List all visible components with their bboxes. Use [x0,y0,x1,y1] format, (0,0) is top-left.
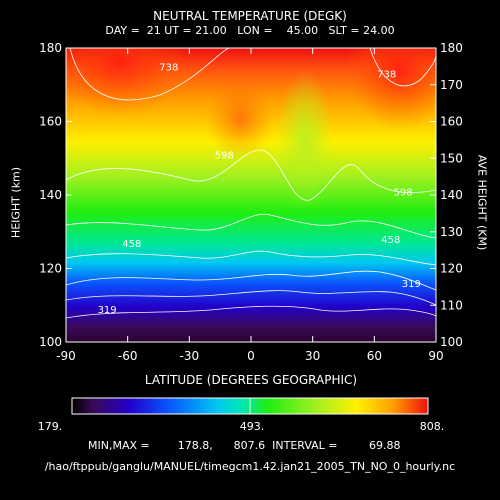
colorbar-mid-label: 493. [239,420,265,433]
x-tick-label: 30 [305,349,320,363]
y-tick-label: 180 [39,41,62,55]
contour-label: 598 [215,151,234,162]
y-right-tick-label: 180 [440,41,463,55]
chart-subtitle: DAY = 21 UT = 21.00 LON = 45.00 SLT = 24… [105,24,395,37]
y-axis-label: HEIGHT (km) [9,166,23,239]
y-right-tick-label: 130 [440,225,463,239]
y-axis-right-label: AVE HEIGHT (KM) [475,154,489,251]
axis-ticks [65,47,437,343]
contour-line [66,213,436,239]
x-axis-label: LATITUDE (DEGREES GEOGRAPHIC) [144,373,358,387]
contour-line [66,290,436,306]
y-tick-label: 160 [39,115,62,129]
contour-line [69,48,231,101]
contour-lines [66,48,436,319]
x-tick-label: 90 [428,349,443,363]
file-path-text: /hao/ftppub/ganglu/MANUEL/timegcm1.42.ja… [44,460,456,473]
y-tick-label: 120 [39,262,62,276]
x-tick-label: 0 [247,349,255,363]
heatmap-field [66,48,436,342]
x-tick-label: -90 [56,349,76,363]
y-tick-label: 100 [39,335,62,349]
min-max-interval-text: MIN,MAX = 178.8, 807.6 INTERVAL = 69.88 [88,439,401,452]
contour-line [66,305,436,319]
contour-label: 738 [377,70,396,81]
colorbar-min-label: 179. [37,420,63,433]
contour-line [66,250,436,266]
x-tick-label: -60 [118,349,138,363]
colorbar-max-label: 808. [419,420,445,433]
y-right-tick-label: 100 [440,335,463,349]
axis-tick-labels: -90 -60 -30 0 30 60 90100120140160180100110120… [39,41,463,363]
contour-label: 598 [394,187,413,198]
x-tick-label: -30 [180,349,200,363]
contour-label: 458 [122,239,141,250]
y-right-tick-label: 110 [440,298,463,312]
y-right-tick-label: 170 [440,78,463,92]
contour-line [369,48,436,87]
contour-label: 458 [381,235,400,246]
contour-label: 738 [159,62,178,73]
y-right-tick-label: 160 [440,115,463,129]
y-tick-label: 140 [39,188,62,202]
contour-labels: 738 738 598 598 458 458 319 319 [98,62,421,316]
contour-label: 319 [98,305,117,316]
contour-line [66,149,436,201]
y-right-tick-label: 120 [440,262,463,276]
contour-label: 319 [402,279,421,290]
y-right-tick-label: 150 [440,151,463,165]
contour-line [66,270,436,291]
y-right-tick-label: 140 [440,188,463,202]
chart-title: NEUTRAL TEMPERATURE (DEGK) [153,9,347,23]
x-tick-label: 60 [367,349,382,363]
